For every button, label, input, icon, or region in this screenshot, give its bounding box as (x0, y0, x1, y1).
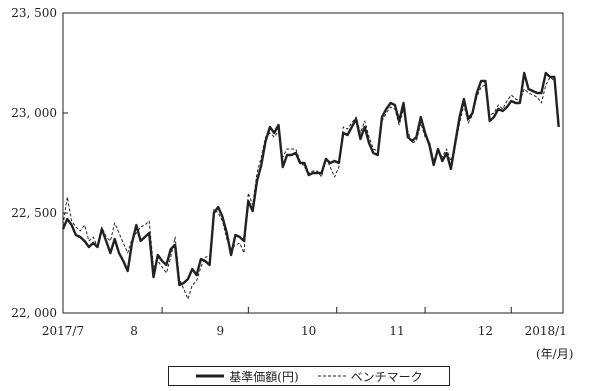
legend-dashed-line-icon (317, 375, 346, 377)
x-axis-unit-label: (年/月) (536, 347, 574, 361)
x-axis: 2017/7 8 9 10 11 12 2018/1 (42, 307, 567, 338)
legend-label-benchmark: ベンチマーク (350, 369, 423, 384)
legend-solid-line-icon (196, 374, 225, 378)
x-tick-label: 12 (478, 324, 493, 338)
legend-label-nav: 基準価額(円) (229, 369, 299, 384)
series-line-nav (61, 71, 560, 287)
y-tick-label: 22, 000 (11, 306, 57, 320)
x-tick-label: 10 (301, 324, 316, 338)
x-tick-label: 2017/7 (42, 324, 84, 338)
plot-frame (62, 12, 564, 314)
legend-item-benchmark: ベンチマーク (317, 368, 423, 385)
x-tick-label: 2018/1 (525, 324, 567, 338)
y-tick-label: 23, 000 (11, 106, 57, 120)
y-tick-label: 23, 500 (11, 6, 57, 20)
x-tick-label: 11 (389, 324, 404, 338)
x-tick-label: 9 (217, 324, 225, 338)
legend-item-nav: 基準価額(円) (195, 368, 299, 385)
x-tick-label: 8 (130, 324, 138, 338)
series-layer (61, 71, 560, 300)
y-tick-label: 22, 500 (11, 206, 57, 220)
series-line-benchmark (62, 76, 560, 300)
y-axis: 22, 000 22, 500 23, 000 23, 500 (11, 6, 68, 320)
legend: 基準価額(円) ベンチマーク (168, 366, 450, 386)
